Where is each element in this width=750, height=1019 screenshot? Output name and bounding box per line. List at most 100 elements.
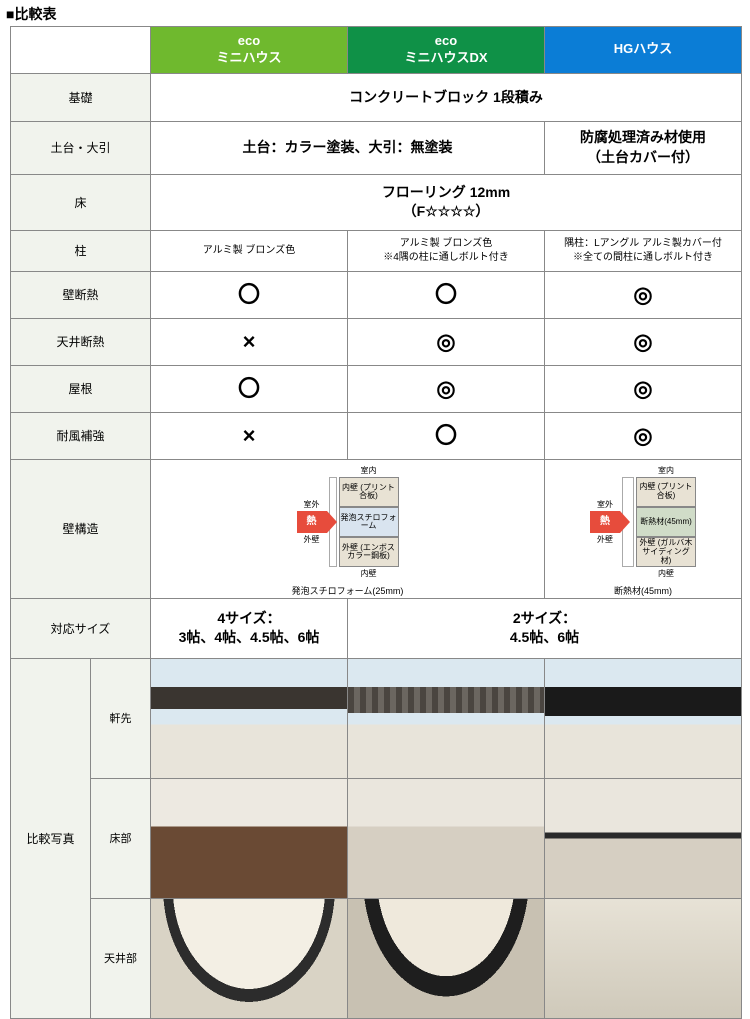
diag1-layers: 内壁 (プリント合板) 発泡スチロフォーム 外壁 (エンボスカラー鋼板) <box>339 477 399 567</box>
cell-wi-3: ◎ <box>545 271 742 318</box>
cell-pillar-3-l1: 隅柱：Lアングル アルミ製カバー付 <box>564 238 722 249</box>
heat-arrow-icon: 熱 <box>297 511 327 533</box>
label-ceil-insul: 天井断熱 <box>11 318 151 365</box>
diag1-out-top: 室外 <box>304 500 320 510</box>
row-wind: 耐風補強 × 〇 ◎ <box>11 412 742 459</box>
cell-rf-2: ◎ <box>348 365 545 412</box>
diag1-in-top: 室内 <box>361 466 377 476</box>
diag3-layer-c: 外壁 (ガルバ木サイディング材) <box>636 537 696 567</box>
diagram-1: 室外 熱 外壁 室内 内壁 (プリント合板) 発泡スチロフォーム 外壁 (エンボ… <box>155 459 540 585</box>
cell-sz-23-l1: 2サイズ： <box>513 610 576 626</box>
header-col2: eco ミニハウスDX <box>348 27 545 74</box>
sublabel-floor: 床部 <box>91 778 151 898</box>
comparison-table: eco ミニハウス eco ミニハウスDX HGハウス 基礎 コンクリートブロッ… <box>10 26 742 1019</box>
cell-ci-3: ◎ <box>545 318 742 365</box>
diag1-caption: 発泡スチロフォーム(25mm) <box>155 585 540 598</box>
diag3-in-top: 室内 <box>658 466 674 476</box>
header-col3: HGハウス <box>545 27 742 74</box>
cell-pillar-2-l1: アルミ製 ブロンズ色 <box>400 238 492 249</box>
cell-pillar-1: アルミ製 ブロンズ色 <box>151 230 348 271</box>
photo-eaves-1 <box>151 658 348 778</box>
label-wall-struct: 壁構造 <box>11 459 151 598</box>
cell-ws-12: 室外 熱 外壁 室内 内壁 (プリント合板) 発泡スチロフォーム 外壁 (エンボ… <box>151 459 545 598</box>
cell-sz-23-l2: 4.5帖、6帖 <box>510 629 579 645</box>
cell-sz-1-l1: 4サイズ： <box>217 610 280 626</box>
cell-pillar-3-l2: ※全ての間柱に通しボルト付き <box>573 252 713 263</box>
row-floor: 床 フローリング 12mm （F☆☆☆☆） <box>11 174 742 230</box>
header-col1-l1: eco <box>238 33 260 48</box>
label-photos: 比較写真 <box>11 658 91 1018</box>
row-photo-ceiling: 天井部 <box>11 898 742 1018</box>
cell-pillar-2-l2: ※4隅の柱に通しボルト付き <box>383 252 509 263</box>
diag1-out-wall: 外壁 <box>304 535 320 545</box>
diag1-layer-c: 外壁 (エンボスカラー鋼板) <box>339 537 399 567</box>
photo-ceil-2 <box>348 898 545 1018</box>
diag1-layer-a: 内壁 (プリント合板) <box>339 477 399 507</box>
cell-floor-l1: フローリング 12mm <box>382 184 510 200</box>
sublabel-eaves: 軒先 <box>91 658 151 778</box>
heat-arrow-icon-2: 熱 <box>590 511 620 533</box>
label-foundation: 基礎 <box>11 73 151 122</box>
header-col1: eco ミニハウス <box>151 27 348 74</box>
cell-base-3: 防腐処理済み材使用 （土台カバー付） <box>545 122 742 174</box>
diag1-layer-b: 発泡スチロフォーム <box>339 507 399 537</box>
cell-wi-1: 〇 <box>151 271 348 318</box>
cell-base-3-l2: （土台カバー付） <box>587 149 699 165</box>
photo-eaves-2 <box>348 658 545 778</box>
header-row: eco ミニハウス eco ミニハウスDX HGハウス <box>11 27 742 74</box>
cell-foundation: コンクリートブロック 1段積み <box>151 73 742 122</box>
diag3-out-wall: 外壁 <box>597 535 613 545</box>
cell-wd-2: 〇 <box>348 412 545 459</box>
cell-ci-1: × <box>151 318 348 365</box>
row-sizes: 対応サイズ 4サイズ： 3帖、4帖、4.5帖、6帖 2サイズ： 4.5帖、6帖 <box>11 598 742 658</box>
cell-sz-1-l2: 3帖、4帖、4.5帖、6帖 <box>179 629 320 645</box>
diag3-layers: 内壁 (プリント合板) 断熱材(45mm) 外壁 (ガルバ木サイディング材) <box>636 477 696 567</box>
header-empty <box>11 27 151 74</box>
diag3-in-wall: 内壁 <box>658 569 674 579</box>
sublabel-ceiling: 天井部 <box>91 898 151 1018</box>
label-floor: 床 <box>11 174 151 230</box>
row-pillar: 柱 アルミ製 ブロンズ色 アルミ製 ブロンズ色 ※4隅の柱に通しボルト付き 隅柱… <box>11 230 742 271</box>
photo-eaves-3 <box>545 658 742 778</box>
cell-floor: フローリング 12mm （F☆☆☆☆） <box>151 174 742 230</box>
label-roof: 屋根 <box>11 365 151 412</box>
cell-pillar-3: 隅柱：Lアングル アルミ製カバー付 ※全ての間柱に通しボルト付き <box>545 230 742 271</box>
cell-ws-3: 室外 熱 外壁 室内 内壁 (プリント合板) 断熱材(45mm) 外壁 (ガルバ… <box>545 459 742 598</box>
label-base: 土台・大引 <box>11 122 151 174</box>
cell-rf-3: ◎ <box>545 365 742 412</box>
row-roof: 屋根 〇 ◎ ◎ <box>11 365 742 412</box>
cell-wi-2: 〇 <box>348 271 545 318</box>
page-title: ■比較表 <box>0 0 750 26</box>
cell-sz-1: 4サイズ： 3帖、4帖、4.5帖、6帖 <box>151 598 348 658</box>
photo-ceil-3 <box>545 898 742 1018</box>
row-foundation: 基礎 コンクリートブロック 1段積み <box>11 73 742 122</box>
label-pillar: 柱 <box>11 230 151 271</box>
row-photo-floor: 床部 <box>11 778 742 898</box>
row-ceil-insul: 天井断熱 × ◎ ◎ <box>11 318 742 365</box>
photo-floor-3 <box>545 778 742 898</box>
cell-floor-l2: （F☆☆☆☆） <box>403 203 490 219</box>
photo-floor-1 <box>151 778 348 898</box>
header-col1-l2: ミニハウス <box>216 50 281 65</box>
cell-ci-2: ◎ <box>348 318 545 365</box>
diag3-out-top: 室外 <box>597 500 613 510</box>
cell-pillar-2: アルミ製 ブロンズ色 ※4隅の柱に通しボルト付き <box>348 230 545 271</box>
cell-base-3-l1: 防腐処理済み材使用 <box>580 129 706 145</box>
diag3-caption: 断熱材(45mm) <box>549 585 737 598</box>
cell-sz-23: 2サイズ： 4.5帖、6帖 <box>348 598 742 658</box>
photo-floor-2 <box>348 778 545 898</box>
diag3-layer-a: 内壁 (プリント合板) <box>636 477 696 507</box>
header-col2-l1: eco <box>435 33 457 48</box>
cell-wd-3: ◎ <box>545 412 742 459</box>
diag1-in-wall: 内壁 <box>361 569 377 579</box>
photo-ceil-1 <box>151 898 348 1018</box>
row-wall-struct: 壁構造 室外 熱 外壁 室内 内壁 (プリント合板) 発泡スチロフォーム 外壁 … <box>11 459 742 598</box>
cell-base-12: 土台：カラー塗装、大引：無塗装 <box>151 122 545 174</box>
header-col2-l2: ミニハウスDX <box>404 50 487 65</box>
cell-rf-1: 〇 <box>151 365 348 412</box>
label-sizes: 対応サイズ <box>11 598 151 658</box>
cell-wd-1: × <box>151 412 348 459</box>
label-wind: 耐風補強 <box>11 412 151 459</box>
diagram-3: 室外 熱 外壁 室内 内壁 (プリント合板) 断熱材(45mm) 外壁 (ガルバ… <box>549 459 737 585</box>
row-photo-eaves: 比較写真 軒先 <box>11 658 742 778</box>
